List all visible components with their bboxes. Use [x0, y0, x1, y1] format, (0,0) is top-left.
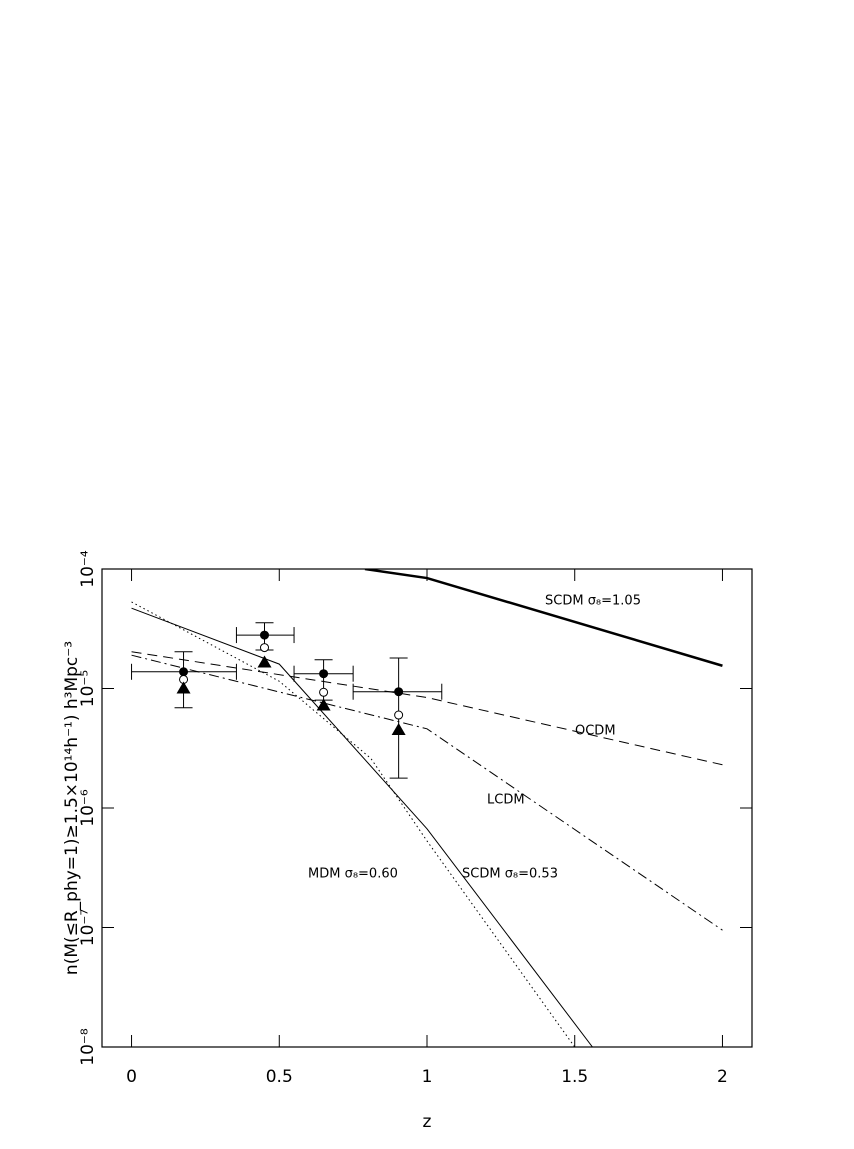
- point: [319, 669, 329, 679]
- point: [257, 655, 272, 668]
- plot-area: [131, 569, 723, 1047]
- y-tick-label: 10⁻⁴: [78, 550, 98, 588]
- y-tick-label: 10⁻⁵: [78, 670, 98, 707]
- line-annotation: SCDM σ₈=0.53: [462, 867, 558, 882]
- y-tick-label: 10⁻⁷: [78, 909, 98, 947]
- line-annotation: MDM σ₈=0.60: [308, 867, 398, 882]
- y-axis-label: n(M(≤R_phy=1)≥1.5×10¹⁴h⁻¹) h³Mpc⁻³: [62, 641, 82, 975]
- model-line: [131, 654, 723, 931]
- point: [316, 698, 331, 711]
- point: [260, 643, 269, 653]
- model-line: [131, 651, 723, 766]
- point: [394, 687, 404, 697]
- plot-frame: [101, 568, 753, 1048]
- point: [260, 630, 269, 640]
- line-annotation: LCDM: [487, 793, 525, 808]
- y-tick-label: 10⁻⁶: [78, 789, 98, 827]
- model-line: [131, 607, 593, 1047]
- point: [394, 710, 404, 720]
- x-tick-label: 2: [717, 1067, 728, 1087]
- line-annotation: SCDM σ₈=1.05: [545, 594, 641, 609]
- x-tick-label: 1: [422, 1067, 433, 1087]
- point: [319, 687, 329, 697]
- point: [176, 681, 191, 694]
- x-tick-label: 1.5: [561, 1067, 588, 1087]
- x-tick-label: 0.5: [266, 1067, 293, 1087]
- model-line: [364, 569, 723, 667]
- point: [391, 722, 406, 735]
- point: [179, 667, 189, 677]
- line-annotation: OCDM: [575, 724, 616, 739]
- x-tick-label: 0: [126, 1067, 137, 1087]
- y-tick-label: 10⁻⁸: [78, 1028, 98, 1066]
- x-axis-label: z: [423, 1112, 432, 1132]
